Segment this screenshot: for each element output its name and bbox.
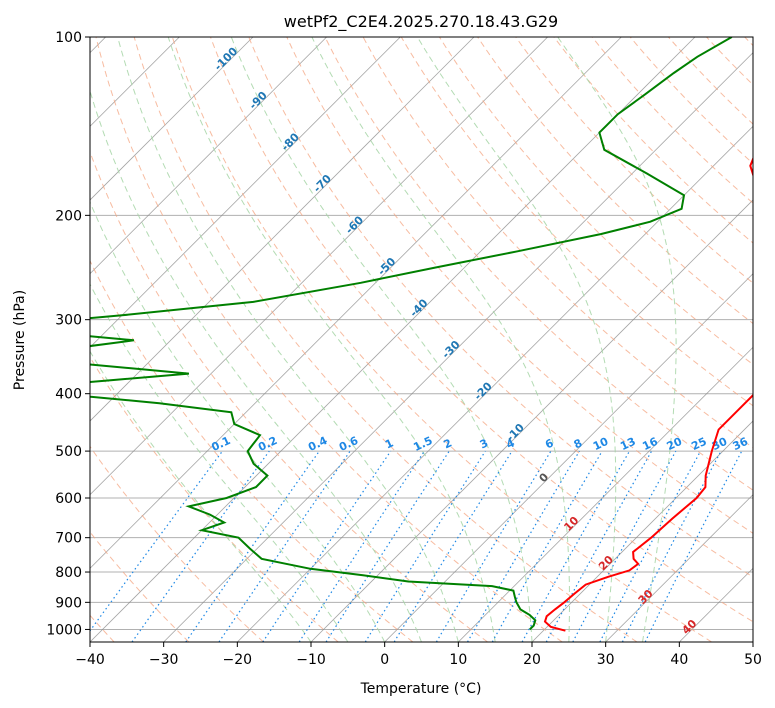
dewpoint-series-line — [90, 37, 733, 631]
dry-adiabat-line — [515, 37, 753, 284]
dry-adiabat-line — [477, 37, 753, 325]
chart-title: wetPf2_C2E4.2025.270.18.43.G29 — [284, 12, 558, 32]
moist-adiabat-line — [90, 89, 422, 642]
isotherm-line — [90, 37, 401, 348]
dry-adiabat-line — [591, 37, 753, 204]
mixing-ratio-line — [545, 450, 653, 642]
y-tick-label: 600 — [55, 491, 82, 507]
moist-adiabat-line — [557, 37, 677, 642]
moist-adiabat-line — [416, 37, 617, 642]
mixing-ratio-line — [185, 450, 320, 642]
x-tick-label: −40 — [75, 652, 105, 668]
dry-adiabats — [90, 37, 753, 642]
isotherm-line — [458, 346, 753, 642]
y-tick-label: 800 — [55, 565, 82, 581]
dry-adiabat-line — [95, 37, 563, 642]
mixing-ratio-line — [466, 450, 580, 642]
mixing-ratio-line — [364, 450, 486, 642]
mixing-ratio-label: 10 — [591, 435, 611, 453]
mixing-ratio-line — [393, 450, 513, 642]
dry-adiabat-line — [171, 37, 712, 642]
moist-adiabat-line — [230, 37, 533, 642]
x-tick-label: 30 — [597, 652, 615, 668]
mixing-ratio-line — [572, 450, 677, 642]
x-tick-label: 50 — [744, 652, 762, 668]
y-tick-label: 1000 — [46, 622, 82, 638]
moist-adiabat-line — [311, 37, 570, 642]
moist-adiabats — [90, 37, 677, 642]
isotherm-line — [90, 37, 327, 275]
x-tick-label: −10 — [296, 652, 326, 668]
dry-adiabat-line — [362, 37, 753, 449]
mixing-ratio-line — [435, 450, 552, 642]
mixing-ratio-label: 13 — [618, 435, 637, 453]
dry-adiabat-line — [210, 37, 753, 623]
isotherm-line — [90, 37, 548, 496]
isotherm-line — [90, 37, 475, 422]
isotherm-line — [163, 52, 753, 642]
y-tick-label: 400 — [55, 387, 82, 403]
y-tick-label: 500 — [55, 444, 82, 460]
mixing-ratio-line — [491, 450, 603, 642]
dry-adiabat-line — [400, 37, 753, 407]
mixing-ratio-label: 20 — [665, 435, 685, 453]
mixing-ratio-label: 16 — [640, 435, 660, 453]
isotherm-line — [531, 420, 753, 642]
temperature-series-line — [543, 156, 753, 632]
moist-adiabat-line — [90, 200, 386, 642]
isotherm-line — [605, 494, 753, 642]
isotherm-lines — [90, 37, 753, 642]
mixing-ratio-line — [521, 450, 631, 642]
moist-adiabat-line — [90, 283, 349, 642]
moist-adiabat-line — [90, 350, 312, 642]
mixing-ratio-label: 25 — [689, 435, 708, 453]
x-tick-label: −30 — [149, 652, 179, 668]
y-tick-label: 300 — [55, 313, 82, 329]
moist-adiabat-line — [117, 37, 459, 642]
dry-adiabat-line — [90, 445, 264, 642]
mixing-ratio-line — [131, 450, 270, 642]
x-tick-label: 10 — [449, 652, 467, 668]
dry-adiabat-line — [133, 37, 638, 642]
mixing-ratio-lines — [90, 450, 743, 642]
x-axis-title: Temperature (°C) — [360, 681, 482, 697]
y-axis-title: Pressure (hPa) — [12, 290, 28, 390]
x-tick-label: −20 — [223, 652, 253, 668]
moist-adiabat-line — [167, 37, 496, 642]
isotherm-line — [90, 37, 622, 569]
x-tick-label: 20 — [523, 652, 541, 668]
y-axis: 100 200 300 400 500 600 700 800 900 1000 — [46, 30, 90, 638]
isotherm-line — [237, 125, 753, 642]
y-tick-label: 700 — [55, 531, 82, 547]
y-tick-label: 200 — [55, 208, 82, 224]
x-tick-label: 40 — [670, 652, 688, 668]
mixing-ratio-label: 36 — [731, 435, 751, 453]
mixing-ratio-line — [90, 450, 223, 632]
mixing-ratio-line — [325, 450, 450, 642]
mixing-ratio-line — [298, 450, 425, 642]
isotherm-line — [90, 37, 696, 642]
dry-adiabat-line — [629, 37, 753, 165]
isotherm-line — [384, 273, 753, 642]
plot-frame — [89, 36, 754, 643]
y-tick-label: 900 — [55, 595, 82, 611]
y-tick-label: 100 — [55, 30, 82, 46]
dry-adiabat-line — [248, 37, 753, 578]
x-axis: −40 −30 −20 −10 0 10 20 30 40 50 — [75, 642, 762, 668]
dry-adiabat-line — [324, 37, 753, 491]
x-tick-label: 0 — [380, 652, 389, 668]
isobar-gridlines — [90, 37, 753, 630]
